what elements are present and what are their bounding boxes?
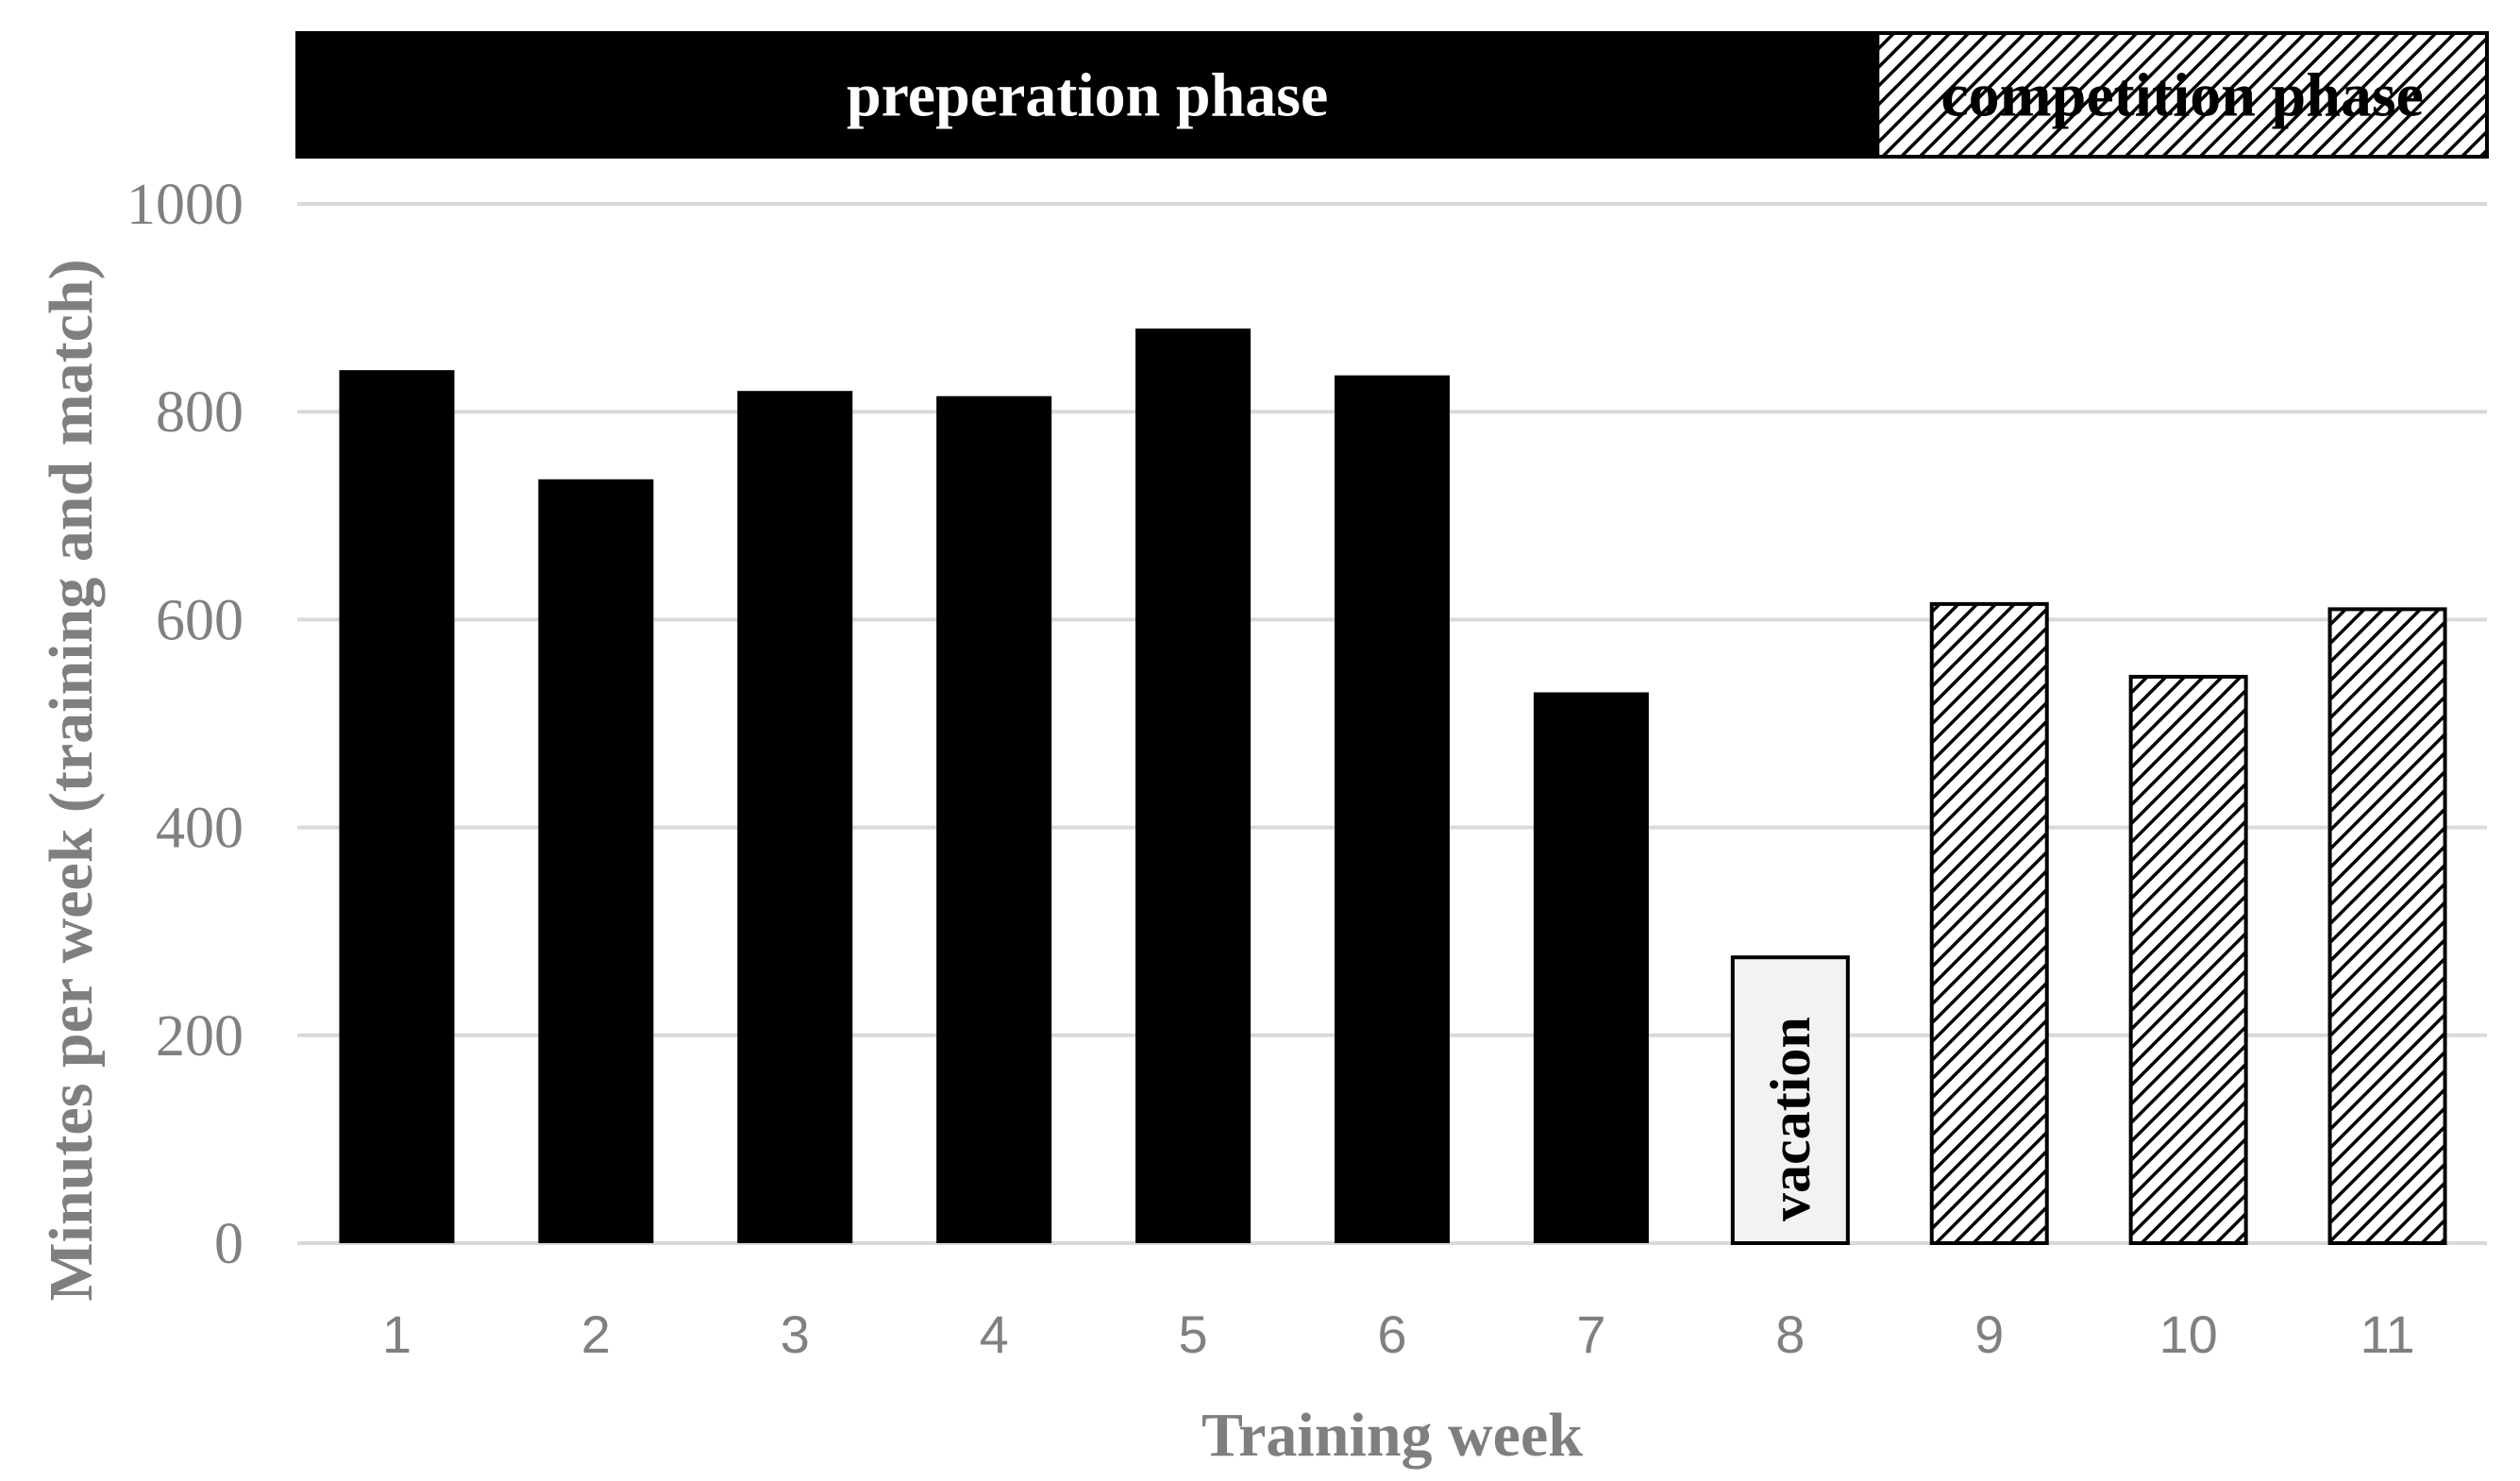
bar-week-10 [2128, 674, 2248, 1245]
x-axis-ticks: 1 2 3 4 5 6 7 8 9 10 11 [382, 1304, 2415, 1364]
phase-band [295, 31, 1880, 159]
x-tick-label: 7 [1576, 1304, 1605, 1364]
y-axis-title: Minutes per week (training and match) [37, 259, 106, 1301]
y-tick-label: 1000 [126, 173, 244, 237]
x-tick-label: 6 [1377, 1304, 1406, 1364]
bar-annotation: vacation [1759, 1017, 1822, 1221]
bar-week-8 [1730, 955, 1850, 1245]
x-tick-label: 5 [1179, 1304, 1208, 1364]
phase-band [1875, 31, 2489, 159]
x-tick-label: 11 [2360, 1304, 2414, 1364]
phase-label: preperation phase [847, 61, 1328, 130]
bar-week-9 [1929, 601, 2049, 1245]
phase-banner: preperation phase competition phase [295, 31, 2489, 159]
phase-label: competition phase [1940, 61, 2424, 130]
bar-week-3 [737, 391, 853, 1243]
y-tick-label: 0 [214, 1212, 244, 1276]
x-tick-label: 8 [1775, 1304, 1805, 1364]
y-tick-label: 200 [156, 1004, 244, 1069]
x-tick-label: 3 [781, 1304, 810, 1364]
x-axis-title: Training week [1201, 1401, 1583, 1470]
bar-week-11 [2327, 607, 2447, 1245]
y-axis-ticks: 0 200 400 600 800 1000 [126, 173, 244, 1276]
y-tick-label: 600 [156, 588, 244, 652]
bar-week-4 [936, 395, 1052, 1243]
bar-week-5 [1135, 328, 1252, 1243]
x-tick-label: 10 [2159, 1304, 2217, 1364]
bar-week-6 [1335, 375, 1450, 1243]
y-tick-label: 400 [156, 797, 244, 861]
bar-week-7 [1533, 692, 1649, 1243]
x-tick-label: 4 [980, 1304, 1009, 1364]
bar-week-1 [339, 370, 455, 1243]
x-tick-label: 2 [581, 1304, 611, 1364]
x-tick-label: 1 [382, 1304, 412, 1364]
bars: vacation [339, 328, 2447, 1245]
x-tick-label: 9 [1974, 1304, 2004, 1364]
y-tick-label: 800 [156, 380, 244, 445]
bar-week-2 [538, 479, 654, 1243]
